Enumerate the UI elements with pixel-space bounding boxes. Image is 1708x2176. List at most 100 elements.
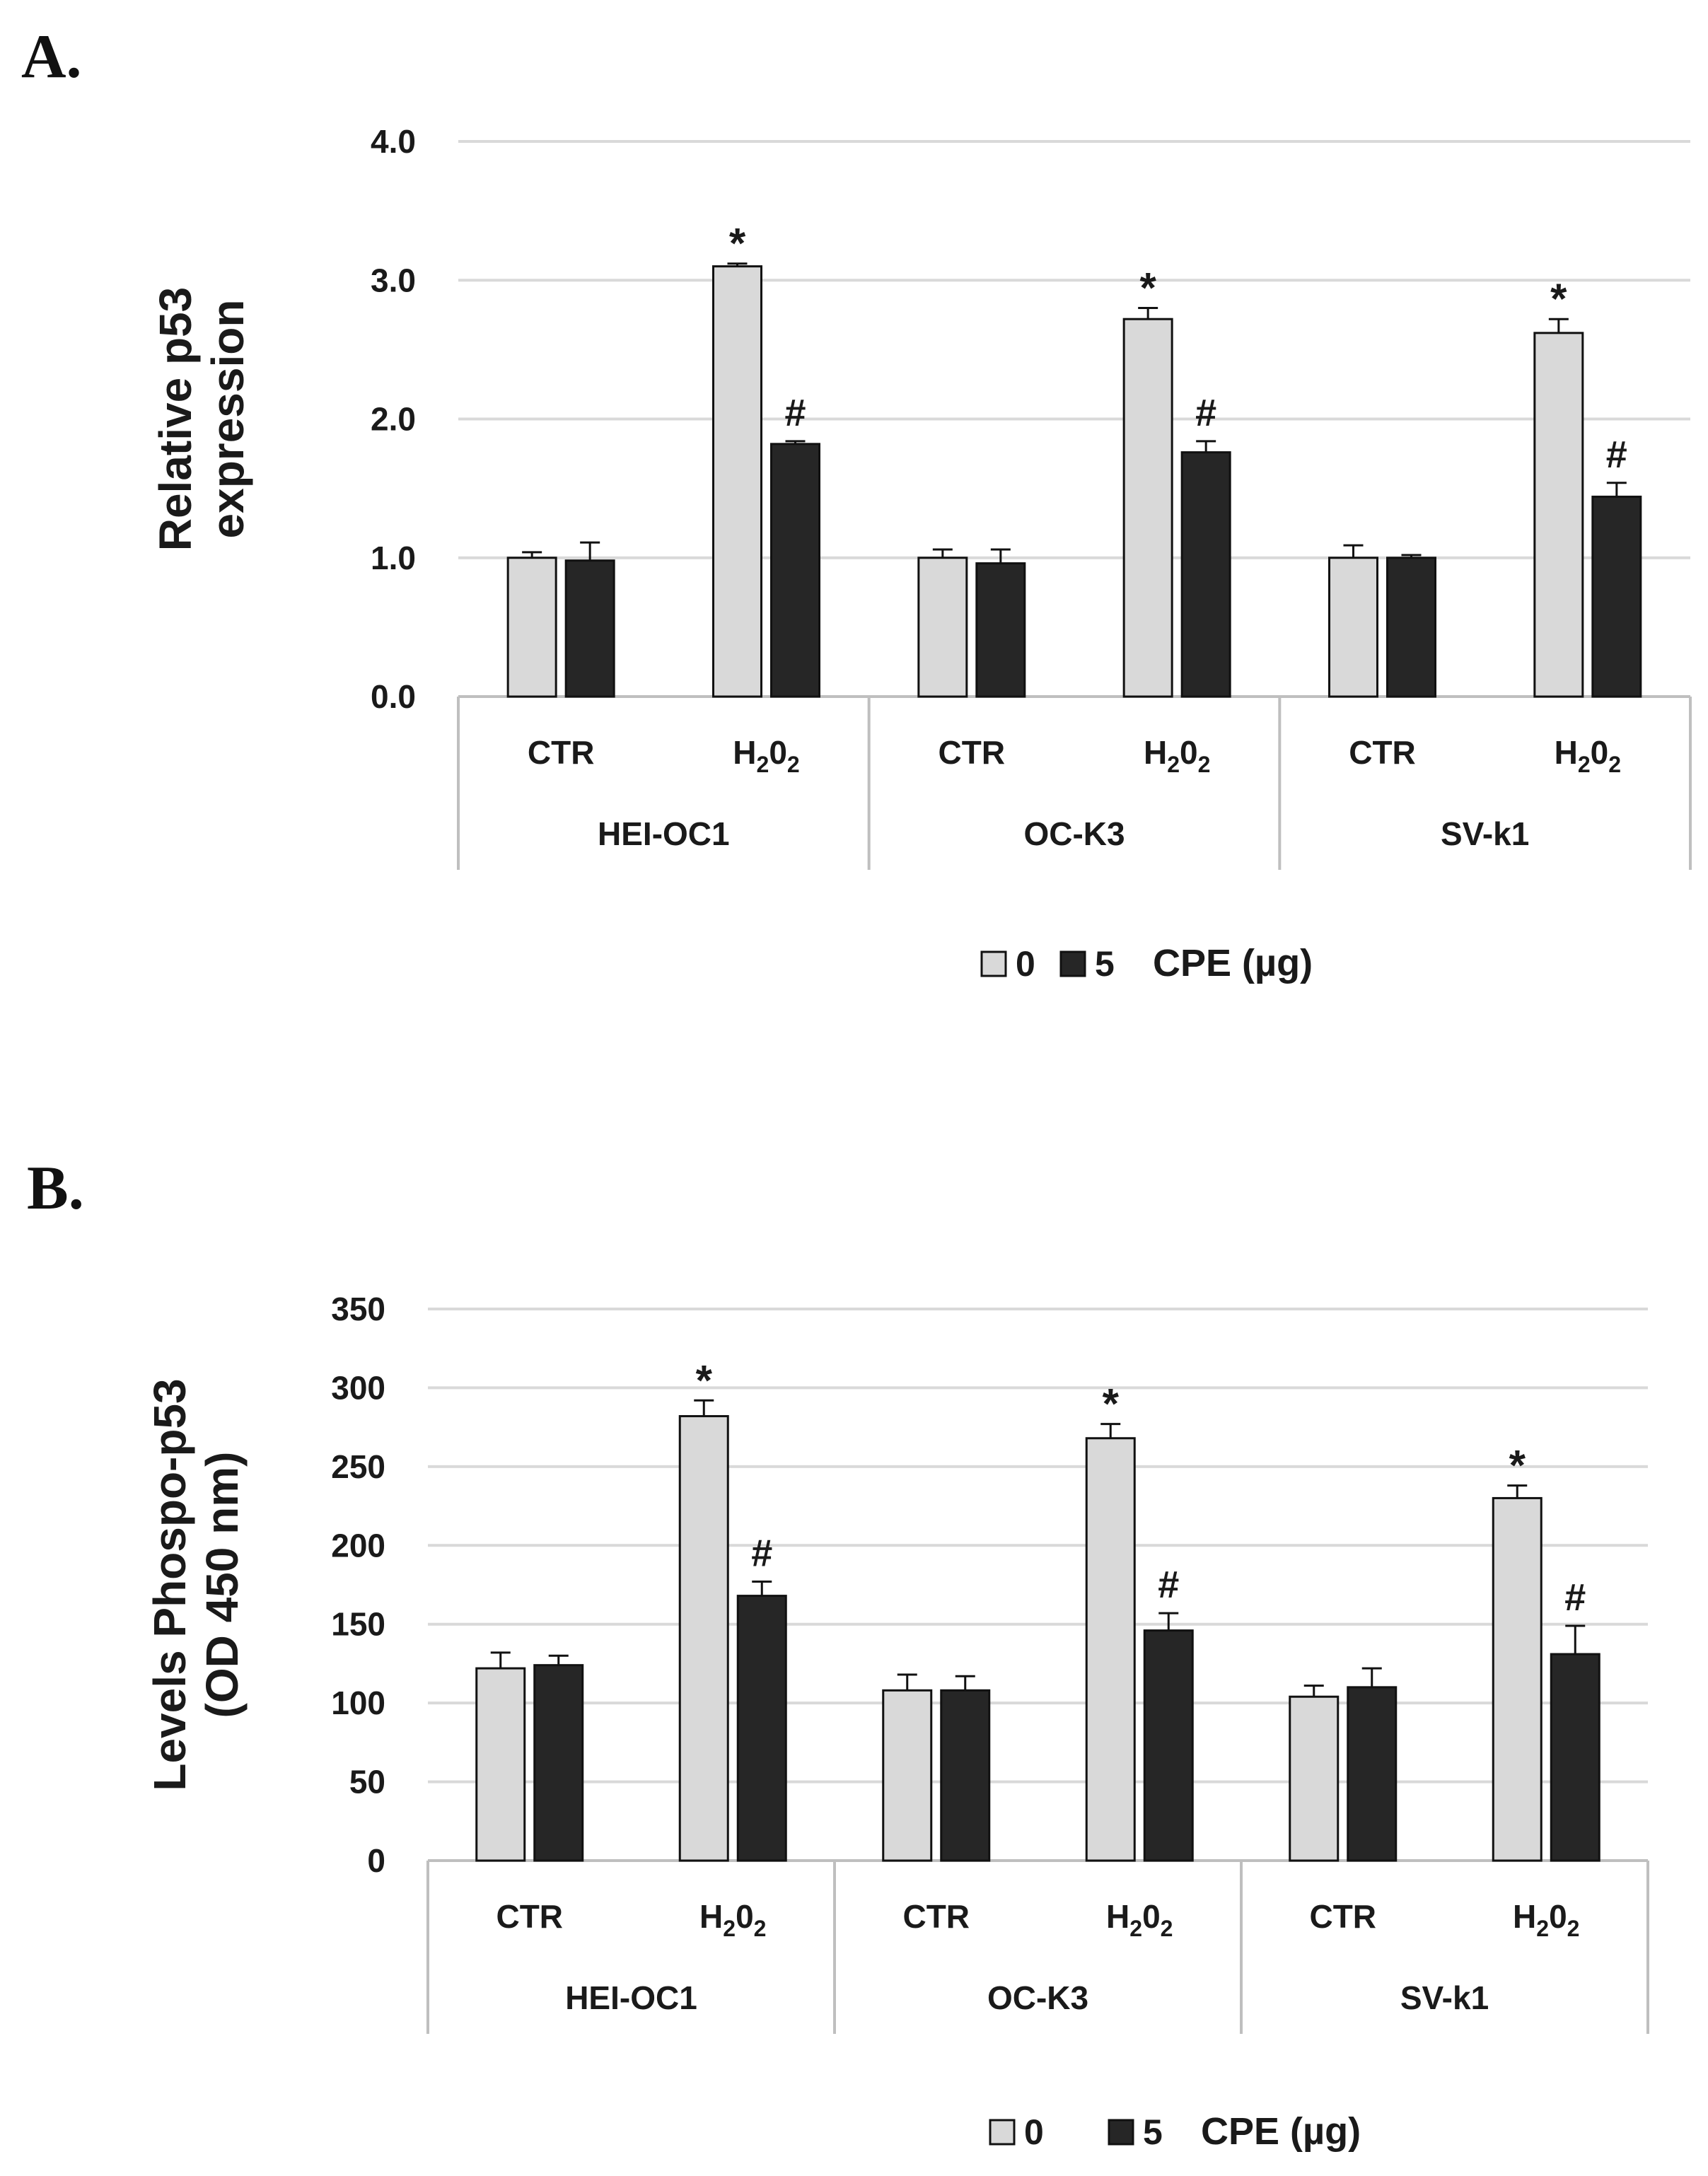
y-tick-label: 0 (367, 1842, 385, 1879)
subscript: 2 (1578, 752, 1591, 777)
bar-b-ctr-series-0 (882, 1689, 933, 1862)
bar-b-ctr-series-0 (475, 1667, 526, 1862)
label-part: H (699, 1898, 723, 1935)
bar-a-ctr-series-5 (975, 562, 1026, 698)
subscript: 2 (1161, 1916, 1173, 1941)
y-axis-title-line: expression (202, 300, 253, 539)
y-axis-title-line: (OD 450 nm) (197, 1452, 248, 1718)
subscript: 2 (1129, 1916, 1142, 1941)
x-category-label-h2o2: H202 (733, 734, 799, 777)
legend-swatch-0 (989, 2119, 1016, 2146)
x-category-label-h2o2: H202 (1106, 1898, 1173, 1941)
bar-b-h2o2-series-5 (1143, 1629, 1194, 1862)
y-tick-label: 150 (331, 1606, 385, 1643)
y-tick-label: 200 (331, 1527, 385, 1564)
label-part: 0 (1180, 734, 1198, 771)
bar-a-h2o2-series-5 (1180, 451, 1231, 698)
x-category-label-h2o2: H202 (699, 1898, 766, 1941)
label-part: H (733, 734, 756, 771)
legend-swatch-5 (1059, 950, 1086, 977)
subscript: 2 (1608, 752, 1621, 777)
significance-hash: # (1195, 392, 1216, 434)
bar-b-h2o2-series-0 (1085, 1437, 1136, 1862)
legend-title: CPE (µg) (1201, 2110, 1361, 2153)
label-part: 0 (736, 1898, 754, 1935)
bar-a-h2o2-series-0 (1122, 318, 1173, 698)
subscript: 2 (757, 752, 769, 777)
significance-hash: # (1606, 434, 1627, 476)
group-label-sv-k1: SV-k1 (1441, 815, 1529, 852)
y-tick-label: 2.0 (371, 401, 416, 438)
y-axis-title-line: Levels Phospo-p53 (144, 1378, 195, 1791)
legend-swatch-0 (980, 950, 1007, 977)
y-tick-label: 300 (331, 1369, 385, 1406)
bar-b-ctr-series-0 (1289, 1695, 1340, 1862)
legend-swatch-5 (1108, 2119, 1134, 2146)
panel-b-label: B. (27, 1154, 84, 1223)
label-part: 0 (1549, 1898, 1567, 1935)
significance-hash: # (1158, 1564, 1179, 1606)
subscript: 2 (1536, 1916, 1549, 1941)
significance-hash: # (751, 1532, 772, 1575)
group-label-oc-k3: OC-K3 (1023, 815, 1125, 852)
panel-a-label: A. (21, 23, 82, 91)
bar-a-ctr-series-5 (1386, 557, 1436, 698)
bar-a-ctr-series-0 (1328, 557, 1378, 698)
bar-a-h2o2-series-0 (712, 265, 762, 698)
x-category-label: CTR (496, 1898, 563, 1935)
y-tick-label: 50 (349, 1764, 385, 1800)
group-label-oc-k3: OC-K3 (987, 1979, 1088, 2016)
label-part: 0 (769, 734, 787, 771)
significance-hash: # (784, 392, 806, 434)
significance-star: * (1103, 1380, 1120, 1428)
label-part: H (1555, 734, 1578, 771)
legend-entry-5: 5 (1143, 2112, 1163, 2152)
bar-a-h2o2-series-5 (1591, 495, 1642, 698)
subscript: 2 (754, 1916, 767, 1941)
x-category-label-h2o2: H202 (1513, 1898, 1579, 1941)
subscript: 2 (723, 1916, 736, 1941)
group-label-sv-k1: SV-k1 (1400, 1979, 1489, 2016)
significance-star: * (729, 220, 746, 267)
subscript: 2 (787, 752, 800, 777)
legend-title: CPE (µg) (1153, 942, 1313, 984)
x-category-label-h2o2: H202 (1555, 734, 1621, 777)
legend-entry-0: 0 (1016, 944, 1035, 984)
y-tick-label: 350 (331, 1291, 385, 1327)
bar-b-h2o2-series-0 (1492, 1496, 1543, 1862)
bar-b-h2o2-series-5 (736, 1595, 787, 1862)
bar-b-h2o2-series-5 (1550, 1653, 1600, 1862)
bar-b-ctr-series-5 (1347, 1686, 1398, 1862)
y-tick-label: 0.0 (371, 678, 416, 715)
bar-a-ctr-series-5 (564, 559, 615, 698)
x-category-label: CTR (1349, 734, 1416, 771)
label-part: H (1106, 1898, 1129, 1935)
y-tick-label: 4.0 (371, 123, 416, 160)
y-tick-label: 100 (331, 1685, 385, 1721)
subscript: 2 (1567, 1916, 1580, 1941)
legend-entry-5: 5 (1095, 944, 1115, 984)
significance-star: * (1509, 1442, 1526, 1489)
label-part: 0 (1591, 734, 1609, 771)
x-category-label-h2o2: H202 (1144, 734, 1210, 777)
group-label-hei-oc1: HEI-OC1 (565, 1979, 697, 2016)
group-label-hei-oc1: HEI-OC1 (598, 815, 730, 852)
y-tick-label: 1.0 (371, 540, 416, 576)
label-part: H (1513, 1898, 1536, 1935)
bar-a-ctr-series-0 (506, 557, 557, 698)
subscript: 2 (1198, 752, 1211, 777)
significance-star: * (1550, 275, 1567, 322)
significance-star: * (1139, 264, 1156, 312)
x-category-label: CTR (528, 734, 595, 771)
significance-hash: # (1564, 1576, 1586, 1619)
y-tick-label: 3.0 (371, 262, 416, 298)
legend-entry-0: 0 (1024, 2112, 1044, 2152)
y-axis-title: Levels Phospo-p53(OD 450 nm) (144, 1378, 248, 1791)
label-part: 0 (1142, 1898, 1161, 1935)
significance-star: * (696, 1356, 713, 1404)
subscript: 2 (1167, 752, 1180, 777)
bar-b-ctr-series-5 (533, 1664, 584, 1862)
bar-a-h2o2-series-5 (770, 443, 820, 698)
